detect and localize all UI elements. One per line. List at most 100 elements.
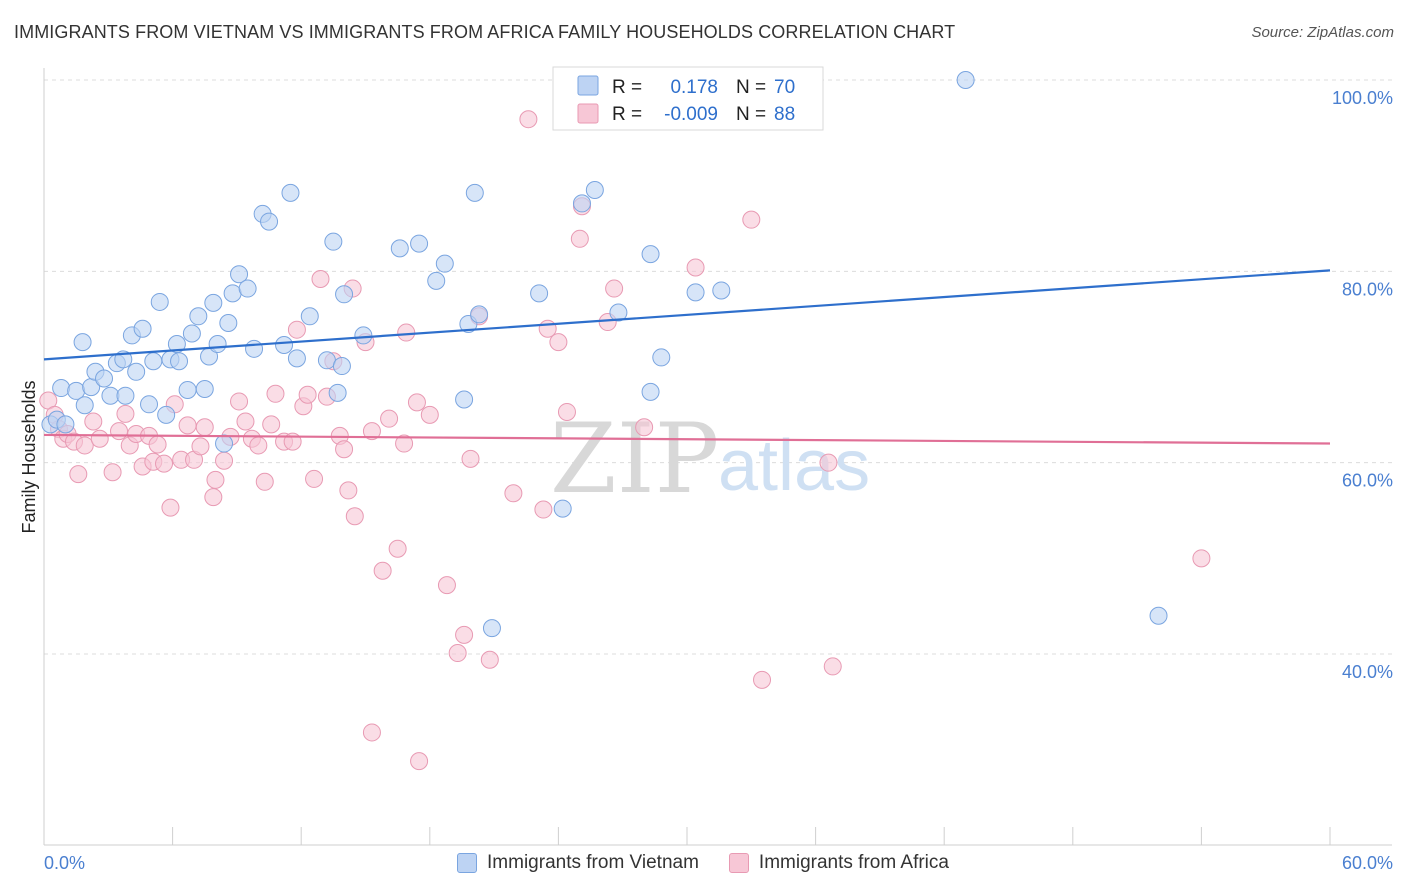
africa-point[interactable] xyxy=(116,404,135,423)
africa-point[interactable] xyxy=(195,418,214,437)
vietnam-point[interactable] xyxy=(219,313,238,332)
vietnam-point[interactable] xyxy=(465,183,484,202)
vietnam-point[interactable] xyxy=(470,305,489,324)
vietnam-point[interactable] xyxy=(354,326,373,345)
africa-point[interactable] xyxy=(148,435,167,454)
africa-point[interactable] xyxy=(437,576,456,595)
africa-point[interactable] xyxy=(178,416,197,435)
africa-point[interactable] xyxy=(448,644,467,663)
vietnam-point[interactable] xyxy=(204,293,223,312)
africa-point[interactable] xyxy=(461,449,480,468)
africa-point[interactable] xyxy=(407,393,426,412)
vietnam-point[interactable] xyxy=(275,335,294,354)
africa-point[interactable] xyxy=(420,405,439,424)
africa-point[interactable] xyxy=(110,422,129,441)
vietnam-point[interactable] xyxy=(140,395,159,414)
africa-point[interactable] xyxy=(570,229,589,248)
africa-point[interactable] xyxy=(339,481,358,500)
africa-point[interactable] xyxy=(373,561,392,580)
vietnam-point[interactable] xyxy=(652,348,671,367)
africa-point[interactable] xyxy=(557,402,576,421)
vietnam-point[interactable] xyxy=(95,369,114,388)
vietnam-point[interactable] xyxy=(572,194,591,213)
vietnam-point[interactable] xyxy=(1149,606,1168,625)
vietnam-point[interactable] xyxy=(238,279,257,298)
africa-point[interactable] xyxy=(549,333,568,352)
bottom-legend-vietnam[interactable]: Immigrants from Vietnam xyxy=(457,852,699,874)
vietnam-point[interactable] xyxy=(116,386,135,405)
vietnam-point[interactable] xyxy=(150,292,169,311)
vietnam-point[interactable] xyxy=(133,319,152,338)
africa-point[interactable] xyxy=(388,539,407,558)
vietnam-point[interactable] xyxy=(73,333,92,352)
vietnam-point[interactable] xyxy=(328,383,347,402)
vietnam-point[interactable] xyxy=(435,254,454,273)
africa-point[interactable] xyxy=(519,110,538,129)
africa-point[interactable] xyxy=(204,488,223,507)
africa-point[interactable] xyxy=(84,412,103,431)
africa-point[interactable] xyxy=(266,384,285,403)
vietnam-point[interactable] xyxy=(585,181,604,200)
africa-point[interactable] xyxy=(534,500,553,519)
vietnam-point[interactable] xyxy=(215,434,234,453)
vietnam-point[interactable] xyxy=(245,339,264,358)
vietnam-point[interactable] xyxy=(332,357,351,376)
africa-point[interactable] xyxy=(191,437,210,456)
vietnam-point[interactable] xyxy=(170,352,189,371)
vietnam-point[interactable] xyxy=(287,349,306,368)
vietnam-point[interactable] xyxy=(52,379,71,398)
africa-point[interactable] xyxy=(362,422,381,441)
vietnam-point[interactable] xyxy=(455,390,474,409)
africa-point[interactable] xyxy=(605,279,624,298)
africa-point[interactable] xyxy=(410,752,429,771)
africa-point[interactable] xyxy=(69,465,88,484)
vietnam-point[interactable] xyxy=(230,265,249,284)
africa-point[interactable] xyxy=(287,320,306,339)
vietnam-point[interactable] xyxy=(144,352,163,371)
africa-point[interactable] xyxy=(455,625,474,644)
africa-point[interactable] xyxy=(480,650,499,669)
africa-point[interactable] xyxy=(311,269,330,288)
africa-point[interactable] xyxy=(635,418,654,437)
vietnam-point[interactable] xyxy=(609,303,628,322)
africa-point[interactable] xyxy=(335,440,354,459)
vietnam-point[interactable] xyxy=(281,183,300,202)
vietnam-point[interactable] xyxy=(712,281,731,300)
africa-point[interactable] xyxy=(230,392,249,411)
africa-point[interactable] xyxy=(249,436,268,455)
africa-point[interactable] xyxy=(380,409,399,428)
vietnam-point[interactable] xyxy=(335,285,354,304)
vietnam-point[interactable] xyxy=(530,284,549,303)
africa-point[interactable] xyxy=(1192,549,1211,568)
africa-point[interactable] xyxy=(362,723,381,742)
africa-point[interactable] xyxy=(397,323,416,342)
africa-point[interactable] xyxy=(742,210,761,229)
vietnam-point[interactable] xyxy=(641,245,660,264)
vietnam-point[interactable] xyxy=(127,362,146,381)
africa-point[interactable] xyxy=(236,412,255,431)
africa-point[interactable] xyxy=(262,415,281,434)
vietnam-point[interactable] xyxy=(390,239,409,258)
vietnam-point[interactable] xyxy=(157,405,176,424)
vietnam-point[interactable] xyxy=(75,396,94,415)
africa-point[interactable] xyxy=(161,498,180,517)
africa-point[interactable] xyxy=(504,484,523,503)
vietnam-point[interactable] xyxy=(189,307,208,326)
africa-point[interactable] xyxy=(298,385,317,404)
africa-point[interactable] xyxy=(103,463,122,482)
africa-point[interactable] xyxy=(686,258,705,277)
africa-point[interactable] xyxy=(255,472,274,491)
bottom-legend-africa[interactable]: Immigrants from Africa xyxy=(728,852,949,874)
vietnam-point[interactable] xyxy=(641,382,660,401)
africa-point[interactable] xyxy=(345,507,364,526)
africa-point[interactable] xyxy=(823,657,842,676)
africa-point[interactable] xyxy=(819,453,838,472)
africa-point[interactable] xyxy=(90,429,109,448)
vietnam-point[interactable] xyxy=(553,499,572,518)
vietnam-point[interactable] xyxy=(482,619,501,638)
vietnam-point[interactable] xyxy=(410,234,429,253)
africa-point[interactable] xyxy=(75,436,94,455)
vietnam-point[interactable] xyxy=(300,307,319,326)
africa-point[interactable] xyxy=(305,469,324,488)
vietnam-point[interactable] xyxy=(208,335,227,354)
